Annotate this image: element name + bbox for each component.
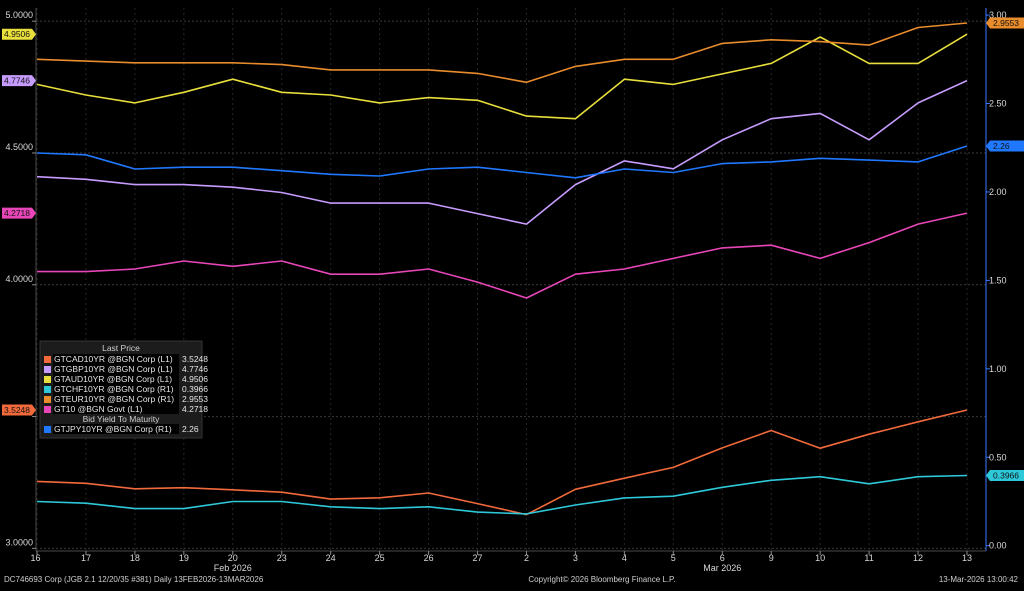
grid [36,8,986,551]
legend-series-name: GT10 @BGN Govt (L1) [54,404,143,414]
legend-series-value: 3.5248 [182,354,208,364]
x-tick-label: 6 [720,553,725,563]
x-tick-label: 5 [671,553,676,563]
x-tick-label: 3 [573,553,578,563]
legend-header: Bid Yield To Maturity [83,414,161,424]
legend-name-bg [53,354,179,364]
legend-name-bg [53,424,179,434]
footer-timestamp: 13-Mar-2026 13:00:42 [939,575,1019,584]
legend-series-name: GTAUD10YR @BGN Corp (L1) [54,374,172,384]
last-value-label: 4.7746 [4,76,30,86]
last-value-tag [986,470,1024,482]
x-tick-label: 10 [815,553,825,563]
legend-name-bg [53,364,179,374]
legend-name-bg [53,404,179,414]
x-tick-label: 16 [30,553,40,563]
legend-swatch [44,396,51,403]
legend-swatch [44,356,51,363]
legend-series-value: 0.3966 [182,384,208,394]
legend-series-name: GTJPY10YR @BGN Corp (R1) [54,424,172,434]
legend-swatch [44,366,51,373]
series-line [36,409,968,516]
right-tick-label: 2.50 [989,99,1007,109]
x-tick-label: 4 [622,553,627,563]
legend-swatch [44,376,51,383]
right-tick-label: 0.50 [989,452,1007,462]
footer-copyright: Copyright© 2026 Bloomberg Finance L.P. [528,575,675,584]
series-line [36,22,968,84]
left-tick-label: 4.5000 [5,142,33,152]
x-tick-label: 24 [326,553,336,563]
last-value-label: 3.5248 [4,405,30,415]
legend-series-name: GTCAD10YR @BGN Corp (L1) [54,354,173,364]
right-tick-label: 3.00 [989,10,1007,20]
series-line [36,79,968,225]
plot-area [36,8,986,551]
last-value-tag [2,28,36,40]
x-tick-label: 18 [130,553,140,563]
x-tick-label: 9 [769,553,774,563]
legend-name-bg [53,384,179,394]
month-label: Mar 2026 [703,563,741,573]
legend-header: Last Price [102,343,140,353]
legend-swatch [44,406,51,413]
footer-security: DC746693 Corp (JGB 2.1 12/20/35 #381) Da… [4,575,264,584]
legend-series-name: GTEUR10YR @BGN Corp (R1) [54,394,174,404]
left-tick-label: 4.0000 [5,274,33,284]
legend-series-value: 4.7746 [182,364,208,374]
month-label: Feb 2026 [214,563,252,573]
legend-swatch [44,386,51,393]
legend-swatch [44,426,51,433]
legend-name-bg [53,374,179,384]
legend-series-name: GTCHF10YR @BGN Corp (R1) [54,384,174,394]
last-value-label: 2.9553 [993,18,1019,28]
last-value-tag [986,140,1024,152]
last-value-tag [2,75,36,87]
right-tick-label: 1.00 [989,364,1007,374]
x-tick-label: 13 [962,553,972,563]
series-line [36,474,968,515]
x-tick-label: 19 [179,553,189,563]
left-tick-label: 3.0000 [5,537,33,547]
x-tick-label: 20 [228,553,238,563]
series-line [36,145,968,179]
last-value-label: 4.2718 [4,208,30,218]
x-tick-label: 26 [424,553,434,563]
x-tick-label: 27 [473,553,483,563]
legend-series-value: 4.9506 [182,374,208,384]
x-tick-label: 12 [913,553,923,563]
x-tick-label: 23 [277,553,287,563]
right-axis-ticks: 3.00 2.50 2.00 1.50 1.00 0.50 0.00 [986,10,1007,551]
right-tick-label: 0.00 [989,541,1007,551]
legend-series-value: 2.26 [182,424,199,434]
right-tick-label: 2.00 [989,187,1007,197]
series-lines [36,22,968,516]
legend-series-value: 4.2718 [182,404,208,414]
last-value-label: 2.26 [993,141,1010,151]
series-line [37,212,968,299]
right-tick-label: 1.50 [989,275,1007,285]
x-tick-label: 2 [524,553,529,563]
last-value-tag [2,404,36,416]
last-value-tag [986,17,1024,29]
legend-series-name: GTGBP10YR @BGN Corp (L1) [54,364,173,374]
x-tick-label: 11 [864,553,873,563]
last-value-label: 4.9506 [4,29,30,39]
x-tick-label: 17 [81,553,91,563]
left-tick-label: 5.0000 [5,10,33,20]
legend-name-bg [53,394,179,404]
x-tick-label: 25 [375,553,385,563]
last-value-label: 0.3966 [993,471,1019,481]
legend-series-value: 2.9553 [182,394,208,404]
last-value-tag [2,207,36,219]
